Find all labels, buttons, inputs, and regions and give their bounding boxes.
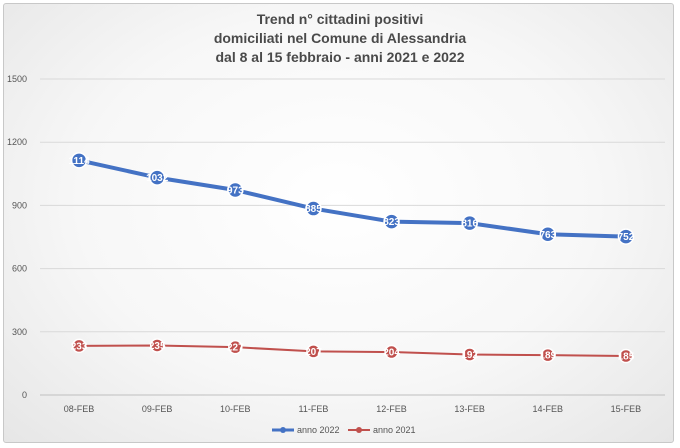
- x-tick-label: 14-FEB: [533, 404, 564, 414]
- data-label: 1114: [68, 156, 90, 167]
- y-tick-label: 300: [12, 327, 27, 337]
- data-label: 235: [149, 341, 166, 352]
- data-point: [70, 152, 88, 169]
- legend-swatch-marker: [280, 427, 286, 433]
- data-point: [617, 228, 635, 245]
- y-tick-label: 900: [12, 200, 27, 210]
- x-tick-label: 15-FEB: [611, 404, 642, 414]
- y-tick-label: 0: [22, 390, 27, 400]
- x-axis-ticks: 08-FEB 09-FEB 10-FEB 11-FEB 12-FEB 13-FEB 14-F…: [64, 404, 641, 414]
- data-label: 823: [383, 217, 400, 228]
- data-label: 233: [71, 341, 88, 352]
- legend-label: anno 2021: [373, 425, 416, 435]
- data-label: 192: [461, 350, 478, 361]
- x-tick-label: 12-FEB: [376, 404, 407, 414]
- chart-frame: [3, 3, 674, 443]
- data-point: [539, 226, 557, 243]
- data-point: [71, 338, 87, 354]
- data-point: [149, 338, 165, 353]
- data-point: [383, 213, 400, 230]
- y-tick-label: 600: [12, 264, 27, 274]
- data-point: [227, 181, 244, 199]
- data-label: 204: [383, 348, 400, 359]
- series-anno-2021: 233 235 227 207 204 192 189 185: [71, 338, 635, 364]
- data-label: 752: [618, 232, 635, 243]
- data-point: [618, 348, 634, 364]
- title-line-3: dal 8 al 15 febbraio - anni 2021 e 2022: [215, 49, 464, 65]
- data-label: 189: [539, 351, 556, 362]
- chart-title: Trend n° cittadini positivi domiciliati n…: [214, 11, 467, 65]
- x-tick-label: 13-FEB: [454, 404, 485, 414]
- x-tick-label: 10-FEB: [220, 404, 251, 414]
- data-point: [148, 169, 166, 186]
- data-point: [462, 347, 477, 362]
- data-label: 973: [227, 186, 244, 197]
- data-label: 207: [305, 347, 322, 358]
- data-label: 763: [539, 230, 556, 241]
- y-axis-ticks: 0 300 600 900 1200 1500: [7, 74, 27, 400]
- title-line-1: Trend n° cittadini positivi: [257, 11, 424, 27]
- x-tick-label: 11-FEB: [299, 404, 329, 414]
- series-group: 1114 1032 973 885 823 816 763 752 233 235 227 207 20…: [68, 152, 635, 364]
- series-line: [77, 158, 628, 239]
- data-label: 1032: [146, 173, 169, 184]
- data-label: 227: [227, 343, 244, 354]
- data-point: [461, 214, 478, 232]
- data-point: [305, 200, 322, 217]
- gridlines: [40, 78, 665, 396]
- data-point: [228, 339, 243, 355]
- data-label: 816: [461, 219, 478, 230]
- title-line-2: domiciliati nel Comune di Alessandria: [214, 30, 467, 46]
- y-tick-label: 1200: [7, 137, 27, 147]
- legend-swatch-marker: [356, 427, 362, 433]
- x-tick-label: 09-FEB: [142, 404, 173, 414]
- data-label: 885: [305, 204, 322, 215]
- series-anno-2022: 1114 1032 973 885 823 816 763 752: [68, 152, 635, 245]
- x-tick-label: 08-FEB: [64, 404, 95, 414]
- series-line: [78, 344, 627, 358]
- legend-label: anno 2022: [297, 425, 340, 435]
- data-point: [306, 344, 321, 359]
- data-point: [540, 347, 556, 363]
- y-tick-label: 1500: [7, 74, 27, 84]
- data-label: 185: [618, 352, 635, 363]
- legend: anno 2022 anno 2021: [272, 425, 416, 435]
- data-point: [384, 344, 399, 360]
